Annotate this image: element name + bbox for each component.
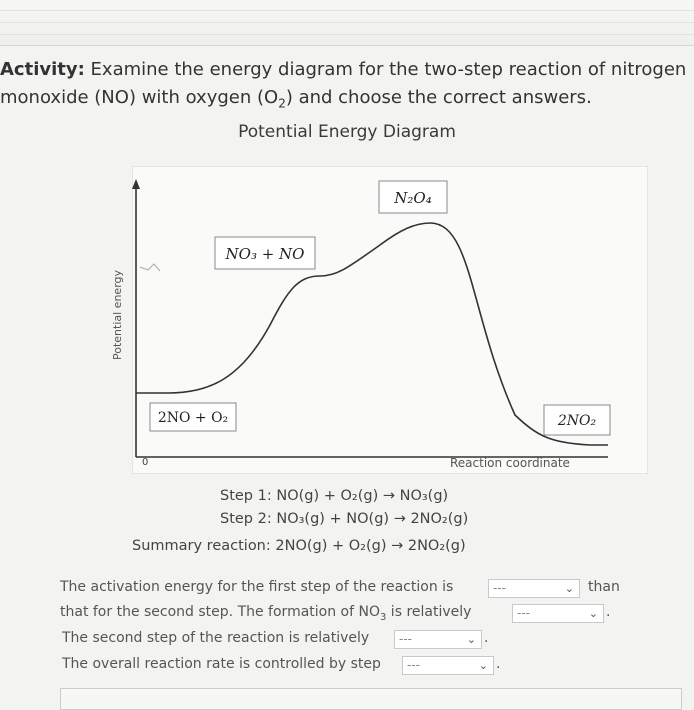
q1-dropdown-value: ---: [493, 581, 506, 595]
q2-period: .: [606, 604, 611, 620]
axis-scribble: [139, 263, 161, 272]
question-4-text: The overall reaction rate is controlled …: [62, 656, 381, 672]
activity-instructions: Activity: Examine the energy diagram for…: [0, 56, 694, 118]
products-box: 2NO₂: [543, 404, 611, 436]
activity-label: Activity:: [0, 59, 85, 80]
step-1: Step 1: NO(g) + O₂(g) → NO₃(g): [220, 488, 449, 504]
q2-text-b: is relatively: [386, 604, 472, 620]
question-1-text: The activation energy for the first step…: [60, 579, 454, 595]
transition-state-label: N₂O₄: [393, 189, 431, 207]
answer-text-box[interactable]: [60, 688, 682, 710]
energy-diagram: Potential energy 0 N₂O₄ NO₃ + NO 2NO + O…: [111, 179, 611, 470]
summary-reaction: Summary reaction: 2NO(g) + O₂(g) → 2NO₂(…: [132, 538, 466, 554]
intermediate-box: NO₃ + NO: [214, 236, 316, 270]
question-2-text: that for the second step. The formation …: [60, 604, 471, 623]
diagram-title: Potential Energy Diagram: [238, 122, 456, 142]
question-3-text: The second step of the reaction is relat…: [62, 630, 370, 646]
x-axis-label: Reaction coordinate: [450, 456, 570, 470]
activity-line-2a: monoxide (NO) with oxygen (O: [0, 87, 279, 108]
y-axis-label: Potential energy: [111, 270, 124, 361]
reactants-label: 2NO + O₂: [158, 410, 228, 426]
q2-dropdown[interactable]: --- ⌄: [512, 604, 604, 623]
chevron-down-icon: ⌄: [564, 582, 574, 595]
chevron-down-icon: ⌄: [588, 607, 598, 620]
q2-sub: 3: [379, 611, 387, 623]
divider: [0, 34, 694, 35]
question-1-suffix: than: [588, 579, 620, 595]
q3-dropdown-value: ---: [399, 632, 412, 646]
activity-line-2b: ) and choose the correct answers.: [285, 87, 592, 108]
origin-label: 0: [142, 457, 148, 468]
q1-dropdown[interactable]: --- ⌄: [488, 579, 580, 598]
q3-dropdown[interactable]: --- ⌄: [394, 630, 482, 649]
q2-text-a: that for the second step. The formation …: [60, 604, 380, 620]
q4-dropdown[interactable]: --- ⌄: [402, 656, 494, 675]
reactants-box: 2NO + O₂: [149, 402, 237, 432]
y-axis-arrow-icon: [132, 179, 140, 189]
products-label: 2NO₂: [557, 413, 597, 429]
q4-dropdown-value: ---: [407, 658, 420, 672]
step-2: Step 2: NO₃(g) + NO(g) → 2NO₂(g): [220, 511, 469, 527]
transition-state-box: N₂O₄: [378, 180, 448, 214]
activity-line-2-sub: 2: [278, 96, 286, 111]
divider: [0, 10, 694, 11]
activity-line-1: Examine the energy diagram for the two-s…: [84, 59, 687, 80]
q3-period: .: [484, 630, 489, 646]
chevron-down-icon: ⌄: [478, 659, 488, 672]
chevron-down-icon: ⌄: [466, 633, 476, 646]
energy-curve: [136, 222, 608, 446]
divider: [0, 22, 694, 23]
browser-top-band: [0, 0, 694, 46]
intermediate-label: NO₃ + NO: [225, 245, 305, 263]
q2-dropdown-value: ---: [517, 606, 530, 620]
q4-period: .: [496, 656, 501, 672]
